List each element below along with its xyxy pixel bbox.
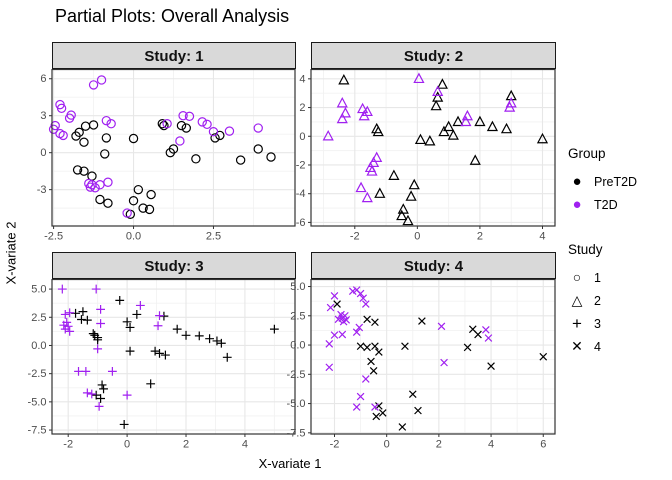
- svg-text:-5.0: -5.0: [28, 396, 47, 408]
- svg-text:-5.0: -5.0: [287, 398, 306, 410]
- legend-label-pret2d: PreT2D: [594, 174, 638, 189]
- svg-text:-3: -3: [37, 184, 47, 196]
- chart-title: Partial Plots: Overall Analysis: [55, 6, 290, 26]
- svg-text:3: 3: [40, 110, 46, 122]
- svg-text:0.0: 0.0: [290, 340, 305, 352]
- svg-text:-7.5: -7.5: [287, 427, 306, 439]
- svg-text:-2.5: -2.5: [287, 369, 306, 381]
- legend-item-pret2d: ● PreT2D: [568, 170, 670, 193]
- facet-strip-study-4: Study: 4: [311, 252, 556, 279]
- svg-text:2: 2: [477, 231, 483, 243]
- svg-text:0.0: 0.0: [31, 340, 46, 352]
- legend-group-title: Group: [568, 146, 606, 161]
- legend-label-study-2: 2: [594, 293, 601, 308]
- svg-text:-7.5: -7.5: [28, 425, 47, 437]
- legend-item-study-1: ○ 1: [568, 266, 670, 289]
- legend-study-title: Study: [568, 242, 603, 257]
- svg-text:-2: -2: [330, 439, 340, 451]
- svg-text:6: 6: [540, 439, 546, 451]
- svg-text:0: 0: [299, 131, 305, 143]
- legend-spacer: [568, 216, 670, 242]
- svg-text:-6: -6: [296, 217, 306, 229]
- svg-text:2.5: 2.5: [206, 231, 221, 243]
- triangle-shape-icon: △: [571, 292, 583, 308]
- svg-text:2: 2: [183, 439, 189, 451]
- legend-label-study-4: 4: [594, 339, 601, 354]
- legend-item-study-3: + 3: [568, 312, 670, 335]
- legend-label-study-1: 1: [594, 270, 601, 285]
- legend-label-study-3: 3: [594, 316, 601, 331]
- svg-text:-2: -2: [350, 231, 360, 243]
- svg-text:-2.5: -2.5: [44, 231, 63, 243]
- svg-text:-2.5: -2.5: [28, 368, 47, 380]
- x-axis-title: X-variate 1: [258, 456, 322, 471]
- svg-text:4: 4: [299, 73, 305, 85]
- svg-text:2.5: 2.5: [31, 312, 46, 324]
- svg-text:0: 0: [124, 439, 130, 451]
- facet-panel-study-2: -2 0 2 4 -6 -4 -2 0 2 4: [296, 69, 556, 243]
- facet-study-2: Study: 2 -2 0 2 4 -6 -4 -2 0 2 4: [283, 42, 556, 243]
- facet-study-3: Study: 3 -2 0 2 4 -7.5 -5.0 -2.5 0.0 2.5 5.0: [24, 252, 296, 451]
- facet-panel-study-3: -2 0 2 4 -7.5 -5.0 -2.5 0.0 2.5 5.0: [28, 279, 296, 451]
- facet-panel-study-4: -2 0 2 4 6 -7.5 -5.0 -2.5 0.0 2.5 5.0: [287, 279, 556, 451]
- t2d-dot-icon: ●: [572, 196, 582, 213]
- facet-strip-study-2: Study: 2: [311, 42, 556, 69]
- svg-text:-4: -4: [296, 188, 306, 200]
- svg-text:5.0: 5.0: [31, 284, 46, 296]
- legend-item-study-4: ✕ 4: [568, 335, 670, 358]
- legend-item-t2d: ● T2D: [568, 193, 670, 216]
- legend-label-t2d: T2D: [594, 197, 618, 212]
- legend: Group ● PreT2D ● T2D Study ○ 1 △ 2 + 3 ✕…: [568, 146, 670, 358]
- svg-text:0: 0: [384, 439, 390, 451]
- svg-text:2.5: 2.5: [290, 310, 305, 322]
- x-shape-icon: ✕: [571, 338, 583, 354]
- circle-shape-icon: ○: [572, 269, 582, 285]
- pret2d-dot-icon: ●: [572, 173, 582, 190]
- facet-panel-study-1: -2.5 0.0 2.5 -3 0 3 6: [37, 69, 296, 243]
- plus-shape-icon: +: [572, 314, 582, 333]
- svg-text:2: 2: [299, 102, 305, 114]
- svg-text:4: 4: [539, 231, 545, 243]
- svg-text:5.0: 5.0: [290, 281, 305, 293]
- svg-text:0.0: 0.0: [126, 231, 141, 243]
- svg-text:-2: -2: [296, 159, 306, 171]
- svg-text:2: 2: [436, 439, 442, 451]
- facet-strip-study-3: Study: 3: [52, 252, 296, 279]
- svg-text:4: 4: [242, 439, 248, 451]
- facet-strip-study-1: Study: 1: [52, 42, 296, 69]
- svg-text:0: 0: [414, 231, 420, 243]
- svg-text:6: 6: [40, 73, 46, 85]
- y-axis-title: X-variate 2: [3, 221, 19, 285]
- legend-item-study-2: △ 2: [568, 289, 670, 312]
- facet-study-1: Study: 1 -2.5 0.0 2.5 -3 0 3 6: [24, 42, 296, 243]
- svg-text:4: 4: [488, 439, 494, 451]
- facet-study-4: Study: 4 -2 0 2 4 6 -7.5 -5.0 -2.5 0.0 2.5 5.0: [283, 252, 556, 451]
- svg-text:-2: -2: [63, 439, 73, 451]
- svg-text:0: 0: [40, 147, 46, 159]
